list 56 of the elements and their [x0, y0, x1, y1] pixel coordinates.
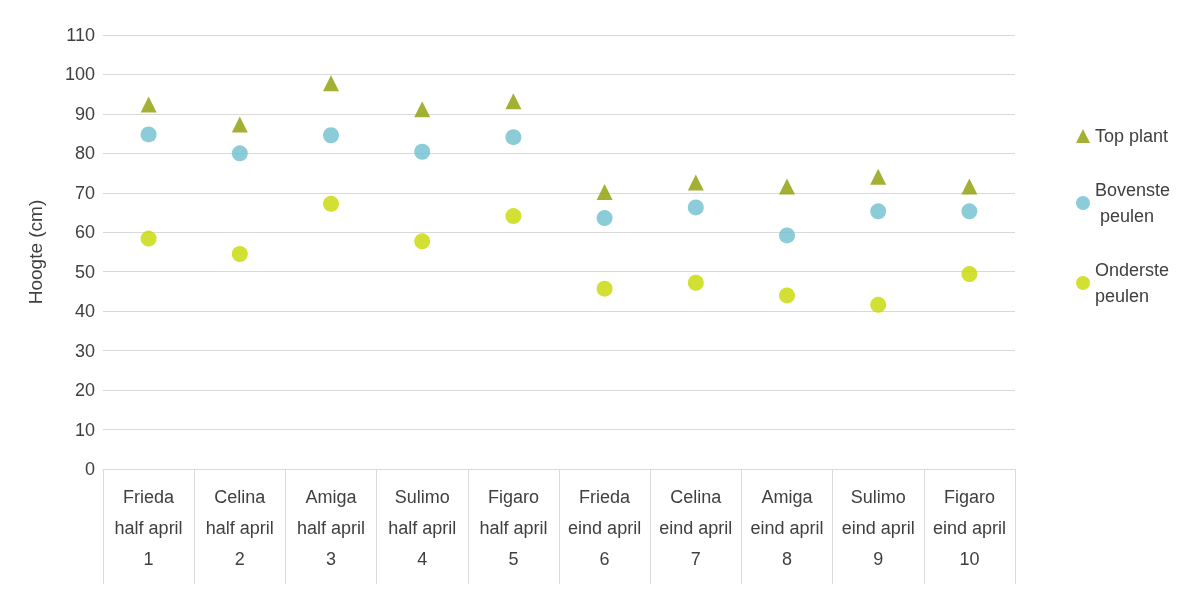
legend-label: Onderste peulen	[1095, 260, 1175, 306]
x-tick-label: Sulimo eind april 9	[841, 486, 915, 569]
point	[961, 178, 978, 195]
point	[414, 101, 431, 118]
y-axis-title: Hoogte (cm)	[25, 199, 46, 305]
point	[140, 126, 157, 143]
legend-label: Top plant	[1095, 126, 1169, 146]
legend-label: Bovenste peulen	[1095, 180, 1171, 226]
point	[505, 93, 522, 110]
y-tick-label: 60	[74, 222, 95, 243]
point	[140, 96, 157, 113]
point	[779, 178, 795, 195]
point	[505, 208, 522, 225]
x-tick-label: Frieda half april 1	[114, 486, 183, 569]
point	[870, 168, 887, 185]
x-tick-label: Amiga eind april 8	[750, 486, 824, 569]
y-tick-label: 70	[74, 182, 95, 203]
point	[231, 116, 248, 133]
x-tick-label: Frieda eind april 6	[568, 486, 642, 569]
point	[961, 203, 978, 220]
y-tick-label: 110	[66, 25, 95, 45]
x-tick-label: Celina half april 2	[205, 486, 274, 569]
point	[323, 127, 339, 144]
point	[323, 75, 339, 92]
point	[779, 227, 795, 244]
point	[687, 274, 704, 291]
point	[779, 287, 795, 304]
y-tick-label: 0	[84, 459, 95, 479]
x-tick-label: Figaro eind april 10	[932, 486, 1006, 569]
x-tick-label: Sulimo half april 4	[388, 486, 457, 569]
point	[687, 199, 704, 216]
x-tick-label: Figaro half april 5	[479, 486, 548, 569]
y-tick-label: 50	[74, 261, 95, 282]
y-tick-label: 100	[64, 64, 95, 85]
x-tick-label: Celina eind april 7	[659, 486, 733, 569]
point	[323, 195, 339, 212]
x-tick-label: Amiga half april 3	[296, 486, 366, 569]
y-tick-label: 10	[74, 419, 95, 440]
point	[231, 245, 248, 262]
y-tick-label: 40	[74, 301, 95, 322]
point	[505, 129, 522, 146]
point	[231, 145, 248, 162]
y-tick-label: 30	[74, 340, 95, 361]
point	[687, 174, 704, 191]
y-tick-label: 20	[74, 380, 95, 401]
point	[870, 296, 887, 313]
point	[414, 143, 431, 160]
point	[961, 266, 978, 283]
point	[140, 230, 157, 247]
y-tick-label: 90	[74, 103, 95, 124]
point	[596, 210, 613, 227]
point	[414, 233, 431, 250]
point	[870, 203, 887, 220]
y-tick-label: 80	[74, 143, 95, 164]
point	[596, 280, 613, 297]
point	[596, 184, 613, 201]
